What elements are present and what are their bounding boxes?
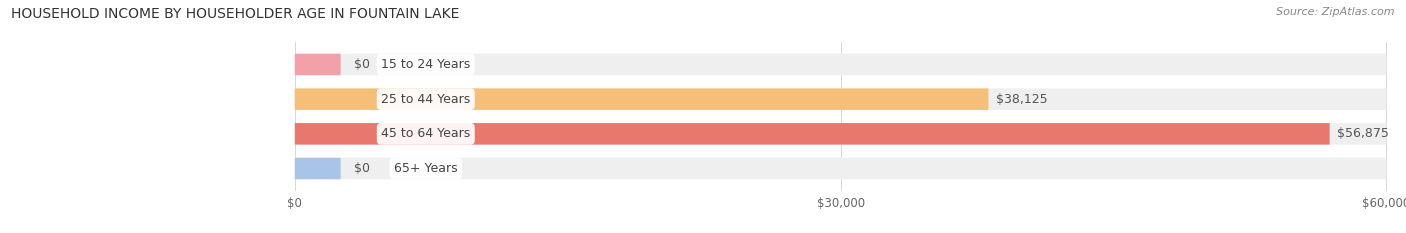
FancyBboxPatch shape	[295, 158, 1386, 179]
Text: $0: $0	[354, 162, 370, 175]
FancyBboxPatch shape	[295, 54, 340, 75]
Text: Source: ZipAtlas.com: Source: ZipAtlas.com	[1277, 7, 1395, 17]
Text: $56,875: $56,875	[1337, 127, 1389, 140]
FancyBboxPatch shape	[295, 123, 1386, 145]
FancyBboxPatch shape	[295, 88, 988, 110]
FancyBboxPatch shape	[295, 54, 1386, 75]
Text: $38,125: $38,125	[995, 93, 1047, 106]
Text: 25 to 44 Years: 25 to 44 Years	[381, 93, 471, 106]
Text: 65+ Years: 65+ Years	[394, 162, 457, 175]
FancyBboxPatch shape	[295, 158, 340, 179]
FancyBboxPatch shape	[295, 88, 1386, 110]
Text: HOUSEHOLD INCOME BY HOUSEHOLDER AGE IN FOUNTAIN LAKE: HOUSEHOLD INCOME BY HOUSEHOLDER AGE IN F…	[11, 7, 460, 21]
Text: $0: $0	[354, 58, 370, 71]
Text: 15 to 24 Years: 15 to 24 Years	[381, 58, 471, 71]
FancyBboxPatch shape	[295, 123, 1330, 145]
Text: 45 to 64 Years: 45 to 64 Years	[381, 127, 471, 140]
